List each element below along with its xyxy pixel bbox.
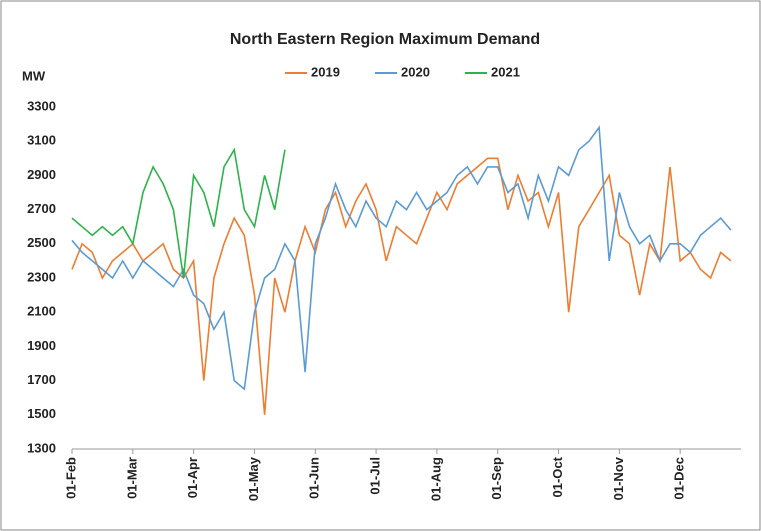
legend-label: 2019 xyxy=(311,64,340,79)
x-tick-label: 01-Nov xyxy=(611,456,626,500)
y-tick-label: 2300 xyxy=(27,269,56,284)
series-line xyxy=(71,157,732,415)
y-tick-label: 1900 xyxy=(27,338,56,353)
y-tick-label: 1700 xyxy=(27,372,56,387)
chart-title: North Eastern Region Maximum Demand xyxy=(230,31,540,48)
y-tick-label: 3100 xyxy=(27,133,56,148)
x-tick-label: 01-Apr xyxy=(185,457,200,498)
y-tick-label: 1300 xyxy=(27,440,56,455)
series-line xyxy=(71,125,732,391)
x-tick-label: 01-Feb xyxy=(63,457,78,499)
x-tick-label: 01-Sep xyxy=(489,457,504,500)
y-tick-label: 1500 xyxy=(27,406,56,421)
y-tick-label: 2500 xyxy=(27,235,56,250)
y-axis-label: MW xyxy=(22,68,46,83)
x-tick-label: 01-May xyxy=(246,456,261,501)
legend-label: 2020 xyxy=(401,64,430,79)
y-tick-label: 2900 xyxy=(27,167,56,182)
x-tick-label: 01-Jun xyxy=(307,457,322,499)
y-tick-label: 3300 xyxy=(27,98,56,113)
x-tick-label: 01-Aug xyxy=(428,457,443,501)
x-tick-label: 01-Jul xyxy=(368,457,383,495)
x-tick-label: 01-Dec xyxy=(672,457,687,500)
x-tick-label: 01-Mar xyxy=(124,457,139,499)
legend-label: 2021 xyxy=(491,64,520,79)
x-tick-label: 01-Oct xyxy=(550,456,565,497)
y-tick-label: 2100 xyxy=(27,304,56,319)
y-tick-label: 2700 xyxy=(27,201,56,216)
series-line xyxy=(71,147,286,279)
